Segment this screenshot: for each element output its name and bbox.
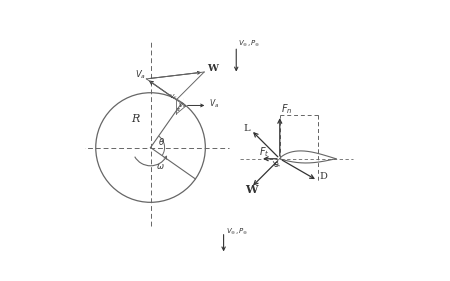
Text: $\omega$: $\omega$	[156, 162, 164, 171]
Text: $V_c$: $V_c$	[169, 92, 178, 101]
Text: $V_a$: $V_a$	[178, 101, 186, 110]
Text: $\theta$: $\theta$	[158, 136, 165, 147]
Text: $\alpha$: $\alpha$	[175, 105, 181, 112]
Text: $V_a$: $V_a$	[209, 98, 219, 110]
Text: L: L	[243, 124, 250, 133]
Text: $F_n$: $F_n$	[282, 102, 293, 116]
Text: $V_{\infty}, P_{\infty}$: $V_{\infty}, P_{\infty}$	[238, 38, 261, 48]
Text: $V_a$: $V_a$	[135, 69, 146, 81]
Text: D: D	[320, 172, 328, 181]
Text: W: W	[207, 64, 218, 72]
Text: R: R	[131, 114, 139, 124]
Text: $F_t$: $F_t$	[259, 145, 269, 159]
Text: e: e	[274, 160, 279, 169]
Text: W: W	[245, 184, 257, 195]
Text: $V_{\infty}, P_{\infty}$: $V_{\infty}, P_{\infty}$	[226, 226, 248, 236]
